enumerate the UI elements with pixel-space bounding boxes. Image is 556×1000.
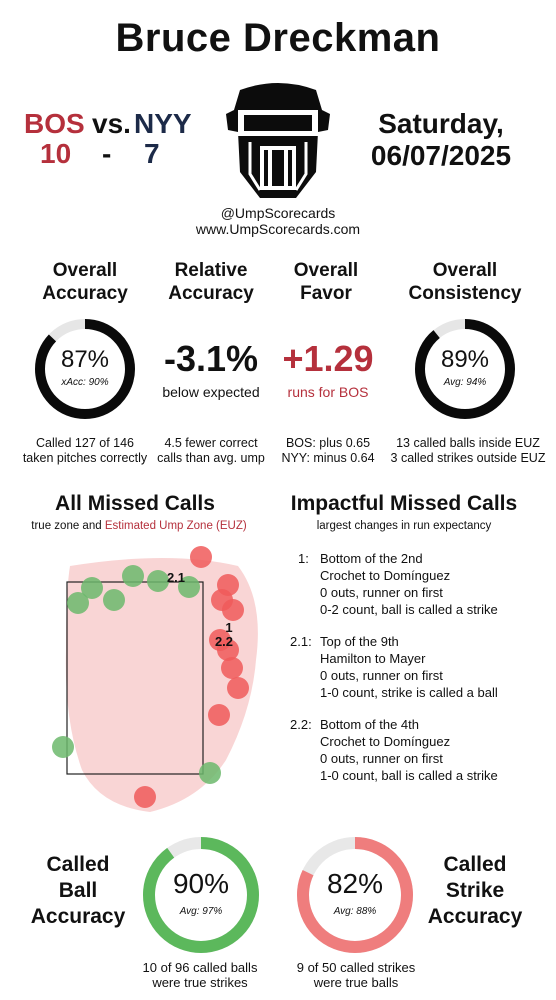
called-strike-ring: [297, 837, 413, 953]
favor-value: +1.29: [282, 338, 374, 379]
consistency-note-1: 13 called balls inside EUZ: [396, 436, 540, 450]
accuracy-note-1: Called 127 of 146: [36, 436, 134, 450]
accuracy-note-2: taken pitches correctly: [22, 451, 148, 465]
missed-ball-called-strike-dot-7: [208, 704, 230, 726]
game-date-day: Saturday,: [378, 108, 504, 139]
called-strike-value: 82%: [326, 868, 384, 899]
called-strike-note-1: 9 of 50 called strikes: [296, 960, 416, 975]
relative-value: -3.1%: [163, 338, 259, 379]
impactful-2-line-4: 1-0 count, strike is called a ball: [320, 685, 498, 700]
missed-calls-legend: true zone and Estimated Ump Zone (EUZ): [14, 520, 264, 532]
game-date: 06/07/2025: [370, 140, 512, 171]
called-strike-title-1: Called: [443, 853, 507, 876]
favor-note-1: BOS: plus 0.65: [285, 436, 371, 450]
relative-title-1: Relative: [174, 260, 248, 281]
missed-ball-called-strike-dot-6: [227, 677, 249, 699]
accuracy-ring: [35, 319, 135, 419]
accuracy-title-1: Overall: [52, 260, 118, 281]
umpire-name: Bruce Dreckman: [115, 16, 441, 60]
missed-ball-called-strike-dot-9: [209, 629, 231, 651]
consistency-ring: [415, 319, 515, 419]
called-strike-note-2: were true balls: [313, 975, 399, 990]
consistency-title-2: Consistency: [408, 283, 522, 304]
home-score: 7: [144, 138, 160, 169]
called-ball-title-1: Called: [46, 853, 110, 876]
missed-strike-called-ball-dot-2: [178, 576, 200, 598]
missed-strike-called-ball-dot-1: [147, 570, 169, 592]
website: www.UmpScorecards.com: [195, 221, 361, 237]
impactful-1-line-2: Crochet to Domínguez: [320, 568, 451, 583]
favor-title-1: Overall: [293, 260, 359, 281]
impactful-1-line-3: 0 outs, runner on first: [320, 585, 443, 600]
legend-euz: Estimated Ump Zone (EUZ): [104, 520, 247, 532]
missed-ball-called-strike-dot-3: [222, 599, 244, 621]
impactful-subtitle: largest changes in run expectancy: [316, 520, 492, 532]
called-strike-title-2: Strike: [445, 879, 505, 902]
score-dash: -: [102, 138, 112, 169]
called-strike-avg: Avg: 88%: [333, 906, 377, 917]
favor-sub: runs for BOS: [287, 384, 369, 400]
consistency-value: 89%: [440, 346, 490, 373]
impactful-num-2-1: 2.1:: [290, 634, 312, 649]
called-ball-title-2: Ball: [58, 879, 98, 902]
consistency-title-1: Overall: [432, 260, 498, 281]
legend-true-zone: true zone and: [31, 520, 102, 532]
relative-note-2: calls than avg. ump: [157, 451, 265, 465]
umpire-mask-icon: [226, 83, 330, 198]
called-ball-value: 90%: [172, 868, 230, 899]
impactful-2-line-1: Top of the 9th: [320, 634, 399, 649]
favor-title-2: Favor: [300, 283, 352, 304]
missed-strike-called-ball-dot-4: [67, 592, 89, 614]
consistency-avg: Avg: 94%: [443, 377, 487, 388]
home-team: NYY: [134, 108, 192, 139]
missed-strike-called-ball-dot-3: [81, 577, 103, 599]
impactful-3-line-1: Bottom of the 4th: [320, 717, 420, 732]
impactful-2-line-3: 0 outs, runner on first: [320, 668, 443, 683]
impactful-title: Impactful Missed Calls: [290, 492, 518, 515]
missed-ball-called-strike-dot-0: [190, 546, 212, 568]
impactful-1-line-4: 0-2 count, ball is called a strike: [320, 602, 498, 617]
impactful-num-2-2: 2.2:: [290, 717, 312, 732]
favor-note-2: NYY: minus 0.64: [281, 451, 375, 465]
twitter-handle: @UmpScorecards: [220, 205, 336, 221]
missed-strike-called-ball-dot-6: [52, 736, 74, 758]
call-label-2-1: 2.1: [167, 570, 185, 585]
euz-shape: [65, 558, 258, 812]
accuracy-title-2: Accuracy: [42, 283, 128, 304]
accuracy-value: 87%: [60, 346, 110, 373]
called-strike-title-3: Accuracy: [427, 905, 523, 928]
called-ball-avg: Avg: 97%: [179, 906, 223, 917]
relative-sub: below expected: [162, 384, 260, 400]
missed-calls-title: All Missed Calls: [55, 492, 215, 515]
call-label-1: 1: [225, 620, 232, 635]
missed-strike-called-ball-dot-0: [122, 565, 144, 587]
missed-ball-called-strike-dot-5: [221, 657, 243, 679]
impactful-3-line-4: 1-0 count, ball is called a strike: [320, 768, 498, 783]
accuracy-xacc: xAcc: 90%: [61, 377, 109, 388]
relative-note-1: 4.5 fewer correct: [164, 436, 258, 450]
vs-label: vs.: [92, 108, 131, 139]
relative-title-2: Accuracy: [168, 283, 254, 304]
impactful-3-line-3: 0 outs, runner on first: [320, 751, 443, 766]
called-ball-note-2: were true strikes: [152, 975, 248, 990]
impactful-3-line-2: Crochet to Domínguez: [320, 734, 451, 749]
missed-strike-called-ball-dot-5: [103, 589, 125, 611]
missed-calls-plot: 2.1 1 2.2: [52, 546, 258, 812]
missed-strike-called-ball-dot-7: [199, 762, 221, 784]
call-label-2-2: 2.2: [215, 634, 233, 649]
away-score: 10: [40, 138, 72, 169]
impactful-2-line-2: Hamilton to Mayer: [320, 651, 426, 666]
impactful-1-line-1: Bottom of the 2nd: [320, 551, 423, 566]
missed-ball-called-strike-dot-8: [134, 786, 156, 808]
called-ball-ring: [143, 837, 259, 953]
away-team: BOS: [24, 108, 85, 139]
called-ball-note-1: 10 of 96 called balls: [142, 960, 258, 975]
called-ball-title-3: Accuracy: [30, 905, 126, 928]
consistency-note-2: 3 called strikes outside EUZ: [390, 451, 546, 465]
impactful-num-1: 1:: [298, 551, 309, 566]
